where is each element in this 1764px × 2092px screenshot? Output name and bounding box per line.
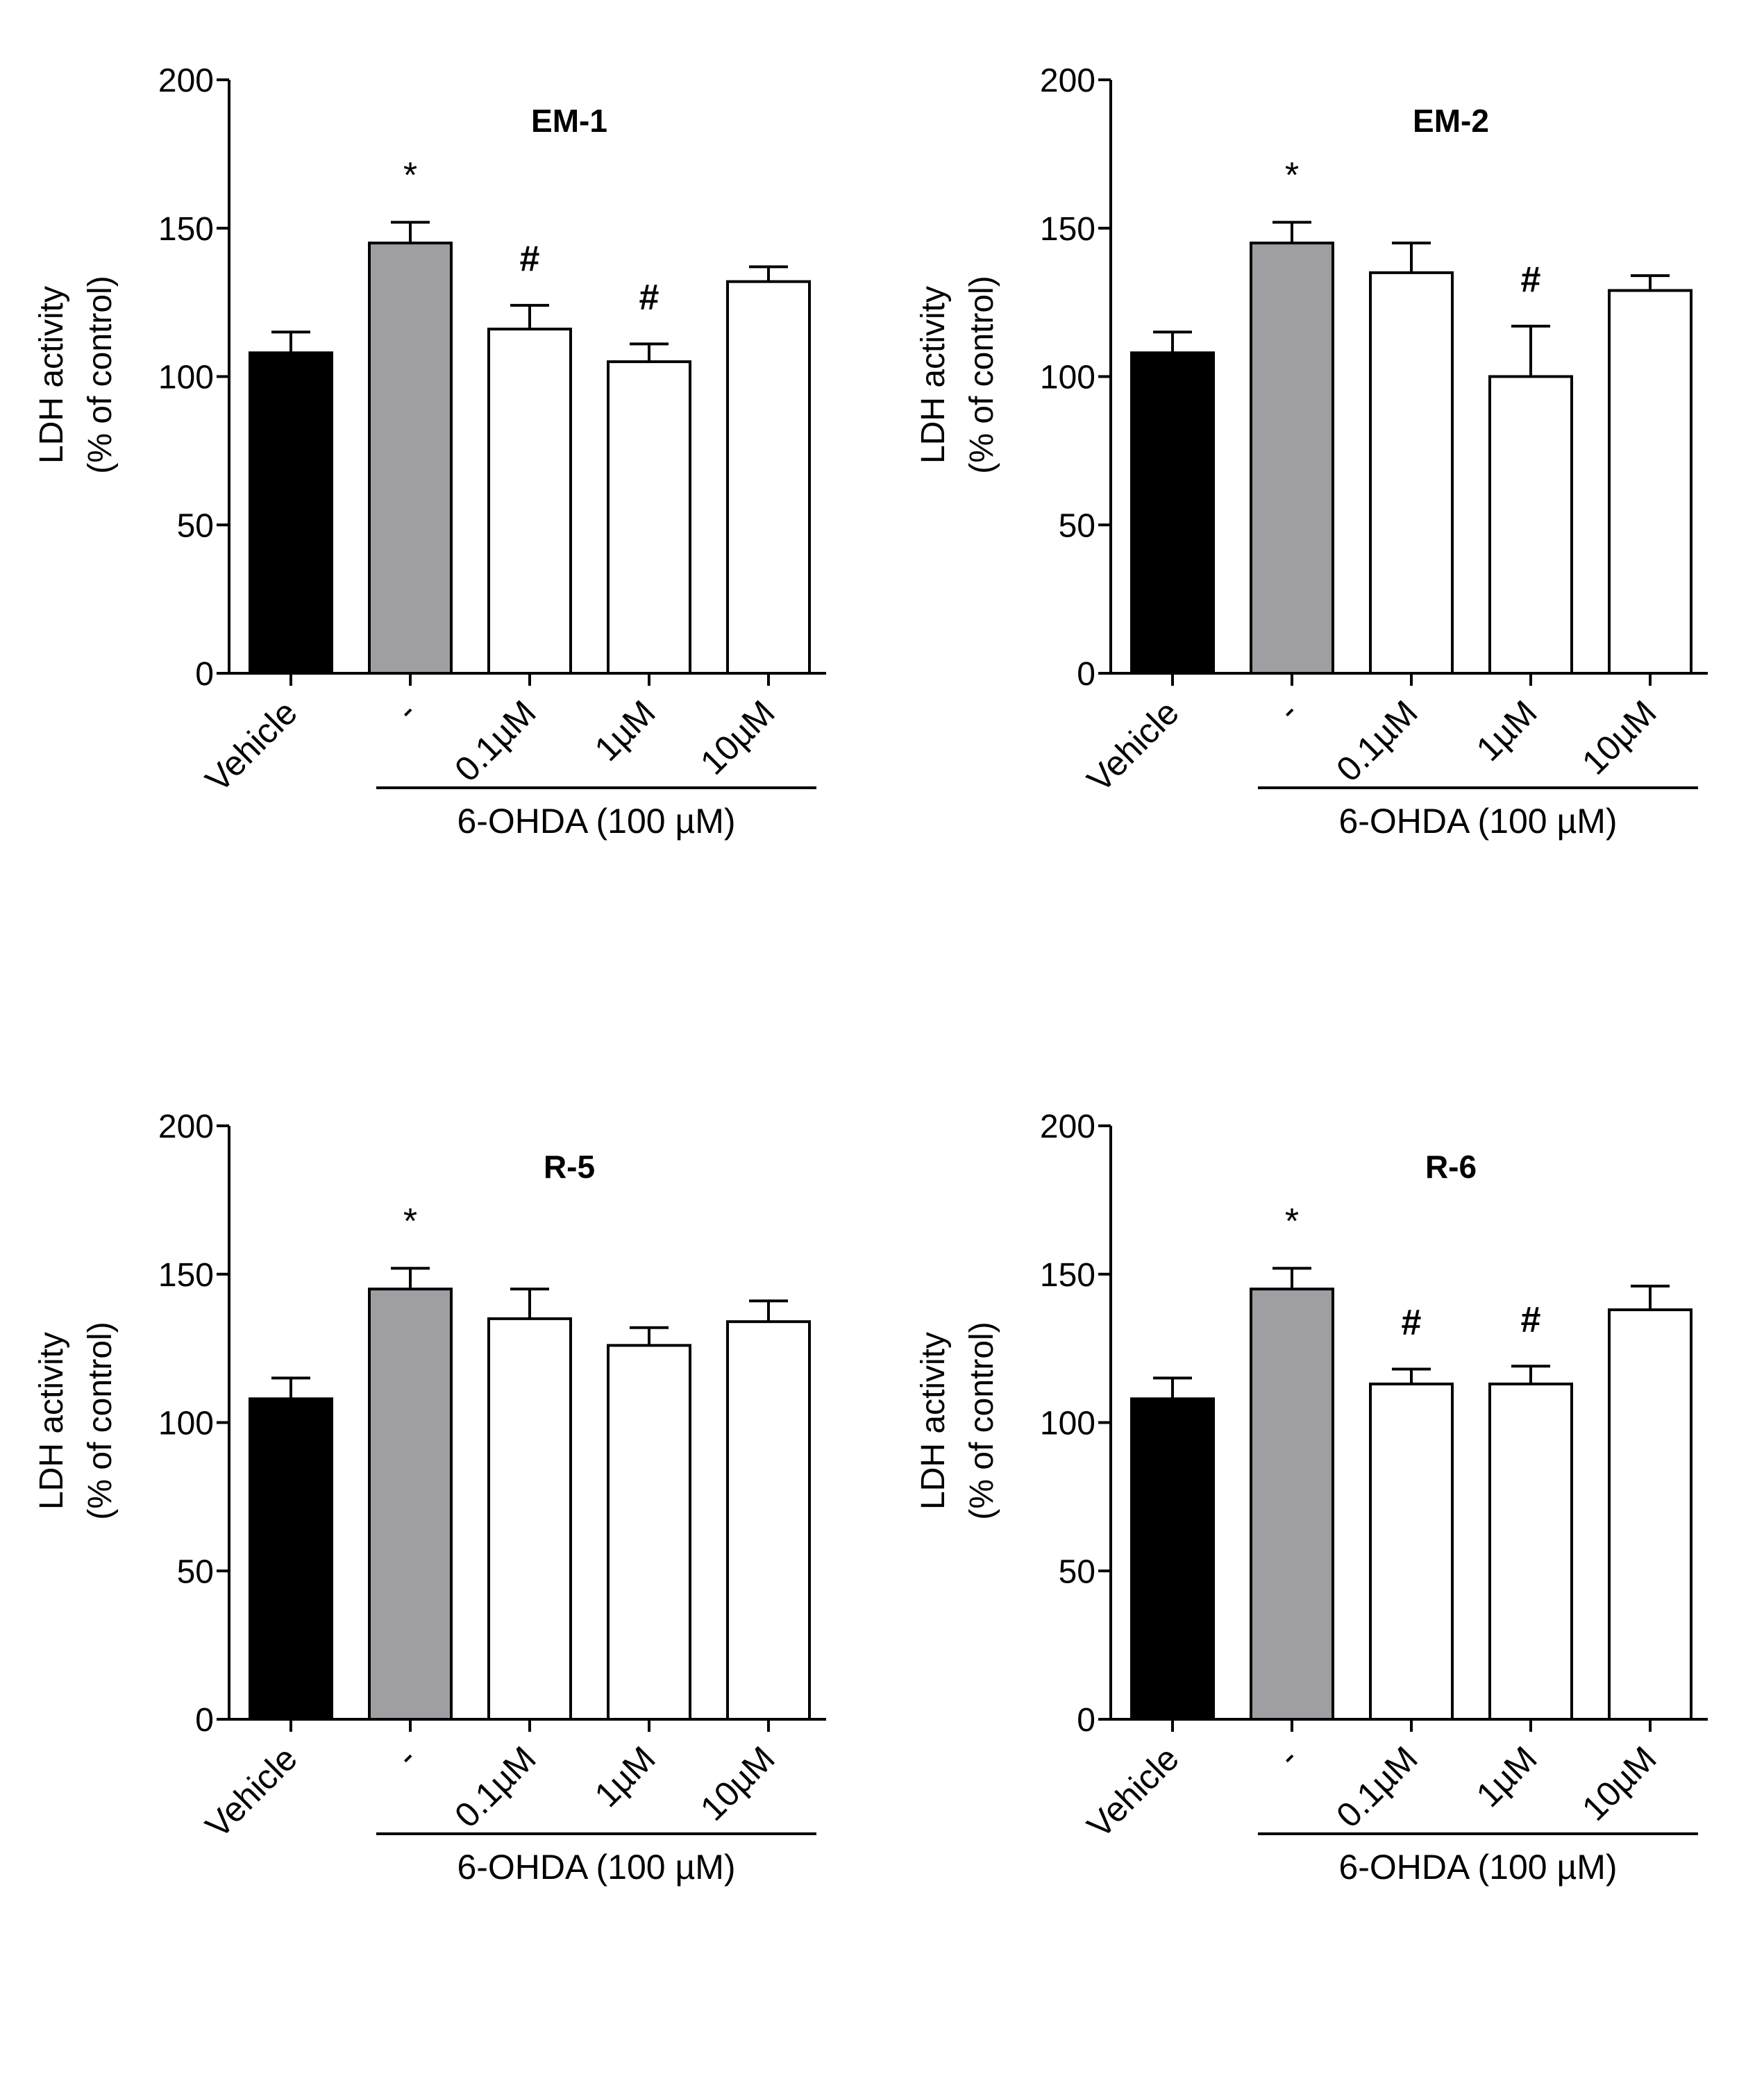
y-tick-label: 0 xyxy=(1077,656,1095,693)
y-axis-label: LDH activity xyxy=(33,286,70,464)
y-tick-label: 100 xyxy=(1040,360,1095,396)
y-axis-label: LDH activity xyxy=(33,1332,70,1510)
y-tick-label: 0 xyxy=(195,1702,214,1739)
y-tick-label: 100 xyxy=(1040,1406,1095,1442)
significance-mark: # xyxy=(1402,1303,1422,1343)
significance-mark: * xyxy=(403,155,417,196)
x-category-label: 0.1µM xyxy=(1329,1739,1425,1835)
bar xyxy=(1369,1382,1454,1721)
chart-title: R-6 xyxy=(1425,1149,1477,1185)
significance-mark: # xyxy=(1521,1299,1541,1340)
chart-title: EM-2 xyxy=(1413,103,1489,139)
chart-svg: EM-1 LDH activity (% of control) * # #0 50 100 1… xyxy=(33,62,826,841)
y-axis-label-units: (% of control) xyxy=(964,1322,1000,1519)
group-label: 6-OHDA (100 µM) xyxy=(457,1848,735,1887)
bar xyxy=(1130,351,1215,675)
group-label: 6-OHDA (100 µM) xyxy=(1338,802,1617,841)
chart-svg: R-5 LDH activity (% of control) * 0 50 100 150 2… xyxy=(33,1108,826,1887)
x-category-label: 1µM xyxy=(587,693,663,768)
chart-title: EM-1 xyxy=(531,103,607,139)
y-axis-label: LDH activity xyxy=(915,286,952,464)
y-tick-label: 150 xyxy=(1040,1257,1095,1294)
significance-mark: # xyxy=(1521,260,1541,300)
bar xyxy=(368,1288,453,1721)
y-tick-label: 50 xyxy=(1059,1553,1095,1590)
x-category-label: 1µM xyxy=(587,1739,663,1814)
y-tick-label: 150 xyxy=(158,1257,214,1294)
bar xyxy=(1488,375,1573,675)
chart-title: R-5 xyxy=(544,1149,595,1185)
bar xyxy=(1608,289,1692,675)
significance-mark: # xyxy=(639,277,660,317)
y-axis-label-units: (% of control) xyxy=(82,276,119,473)
y-tick-label: 50 xyxy=(1059,507,1095,544)
y-tick-label: 200 xyxy=(158,1108,214,1145)
y-tick-label: 50 xyxy=(177,1553,214,1590)
x-category-label: - xyxy=(388,1739,423,1774)
bar xyxy=(1130,1397,1215,1721)
bar xyxy=(726,1320,811,1721)
chart-svg: R-6 LDH activity (% of control) * # #0 50 100 15… xyxy=(915,1108,1708,1887)
group-label: 6-OHDA (100 µM) xyxy=(457,802,735,841)
chart-svg: EM-2 LDH activity (% of control) * #0 50 100 15… xyxy=(915,62,1708,841)
x-category-label: - xyxy=(1270,693,1305,728)
bar xyxy=(1488,1382,1573,1721)
y-tick-label: 150 xyxy=(1040,211,1095,248)
group-label: 6-OHDA (100 µM) xyxy=(1338,1848,1617,1887)
x-category-label: 10µM xyxy=(693,1739,782,1828)
bar xyxy=(1608,1308,1692,1721)
bar xyxy=(1250,1288,1334,1721)
x-category-label: 10µM xyxy=(1574,1739,1664,1828)
significance-mark: * xyxy=(1285,155,1299,196)
bar xyxy=(726,280,811,675)
x-category-label: 10µM xyxy=(693,693,782,782)
x-category-label: 0.1µM xyxy=(447,693,544,789)
bar xyxy=(607,360,691,675)
x-category-label: Vehicle xyxy=(1080,693,1186,800)
y-tick-label: 0 xyxy=(1077,1702,1095,1739)
x-category-label: 10µM xyxy=(1574,693,1664,782)
x-category-label: 1µM xyxy=(1469,693,1545,768)
y-tick-label: 200 xyxy=(1040,1108,1095,1145)
y-tick-label: 100 xyxy=(158,1406,214,1442)
x-category-label: Vehicle xyxy=(1080,1739,1186,1846)
x-category-label: 1µM xyxy=(1469,1739,1545,1814)
x-category-label: - xyxy=(388,693,423,728)
bar xyxy=(1369,271,1454,675)
y-tick-label: 200 xyxy=(1040,62,1095,99)
significance-mark: * xyxy=(1285,1201,1299,1242)
y-axis-label-units: (% of control) xyxy=(82,1322,119,1519)
x-category-label: 0.1µM xyxy=(447,1739,544,1835)
y-tick-label: 50 xyxy=(177,507,214,544)
bar xyxy=(249,1397,333,1721)
y-tick-label: 100 xyxy=(158,360,214,396)
bar xyxy=(1250,242,1334,675)
chart-panel-r6: R-6 LDH activity (% of control) * # #0 50 100 15… xyxy=(882,1046,1763,2092)
bar xyxy=(249,351,333,675)
y-axis-label: LDH activity xyxy=(915,1332,952,1510)
x-category-label: 0.1µM xyxy=(1329,693,1425,789)
y-tick-label: 200 xyxy=(158,62,214,99)
y-axis-label-units: (% of control) xyxy=(964,276,1000,473)
bar xyxy=(607,1344,691,1721)
bar xyxy=(487,328,572,675)
chart-panel-em2: EM-2 LDH activity (% of control) * #0 50 100 15… xyxy=(882,0,1763,1046)
x-category-label: - xyxy=(1270,1739,1305,1774)
chart-panel-r5: R-5 LDH activity (% of control) * 0 50 100 150 2… xyxy=(0,1046,882,2092)
x-category-label: Vehicle xyxy=(198,1739,305,1846)
significance-mark: # xyxy=(520,239,540,279)
y-tick-label: 150 xyxy=(158,211,214,248)
chart-panel-em1: EM-1 LDH activity (% of control) * # #0 50 100 1… xyxy=(0,0,882,1046)
y-tick-label: 0 xyxy=(195,656,214,693)
bar xyxy=(487,1317,572,1721)
significance-mark: * xyxy=(403,1201,417,1242)
x-category-label: Vehicle xyxy=(198,693,305,800)
bar xyxy=(368,242,453,675)
